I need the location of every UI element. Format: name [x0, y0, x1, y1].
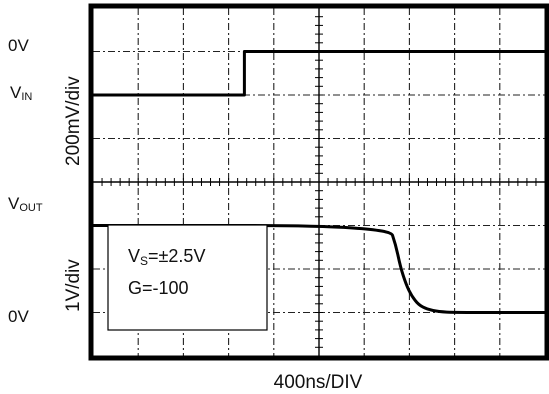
- annotation-gain: G=-100: [128, 278, 189, 298]
- trace-layer: [92, 50, 545, 314]
- grid-layer: [92, 7, 546, 357]
- top-0v-marker: 0V: [8, 36, 29, 55]
- vout-trace-label: VOUT: [8, 194, 43, 214]
- x-axis-label: 400ns/DIV: [274, 372, 363, 393]
- vin-trace-label: VIN: [10, 83, 32, 103]
- scope-frame: [88, 3, 549, 361]
- bottom-y-axis-label: 1V/div: [63, 259, 84, 312]
- vout-trace: [92, 223, 545, 314]
- annotation-supply: VS=±2.5V: [128, 246, 205, 268]
- top-y-axis-label: 200mV/div: [63, 76, 84, 166]
- annotation-box: [107, 224, 268, 331]
- vin-trace: [93, 50, 545, 97]
- bottom-0v-marker: 0V: [8, 307, 29, 326]
